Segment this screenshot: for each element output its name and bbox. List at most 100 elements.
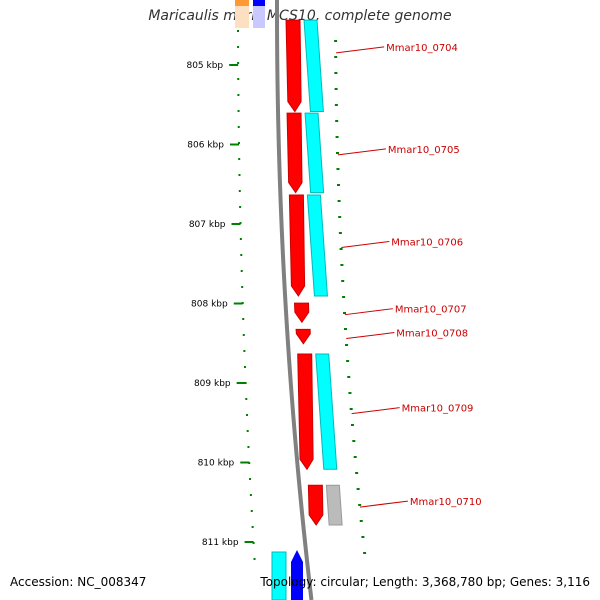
gene-label[interactable]: Mmar10_0706 bbox=[391, 238, 463, 249]
minor-tick bbox=[337, 200, 341, 202]
minor-tick bbox=[344, 328, 348, 330]
minor-tick bbox=[246, 430, 249, 432]
minor-tick bbox=[240, 270, 243, 272]
kbp-tick-label: 805 kbp bbox=[186, 61, 223, 71]
minor-tick bbox=[334, 104, 338, 106]
minor-tick bbox=[348, 392, 352, 394]
gene-cds-arrow bbox=[295, 328, 311, 345]
gene-label-pointer bbox=[344, 308, 393, 316]
minor-tick bbox=[237, 30, 240, 32]
feature-blue-top bbox=[253, 0, 265, 6]
minor-tick bbox=[237, 62, 240, 64]
gene-feature-track bbox=[315, 353, 338, 470]
gene-label-pointer bbox=[337, 148, 386, 156]
minor-tick bbox=[241, 286, 244, 288]
gene-feature-track bbox=[306, 194, 328, 297]
minor-tick bbox=[347, 376, 351, 378]
minor-tick bbox=[245, 414, 248, 416]
gene-cds-arrow bbox=[297, 353, 314, 471]
gene-feature-track bbox=[325, 484, 343, 526]
minor-tick bbox=[237, 46, 240, 48]
gene-labels[interactable]: Mmar10_0704 Mmar10_0705 Mmar10_0706 Mmar10_… bbox=[336, 43, 482, 508]
backbone-line bbox=[274, 0, 314, 600]
minor-tick bbox=[335, 120, 339, 122]
gene-cds-arrow bbox=[293, 302, 310, 324]
minor-tick bbox=[237, 126, 240, 128]
gene-label[interactable]: Mmar10_0705 bbox=[388, 145, 460, 156]
kbp-tick-label: 810 kbp bbox=[198, 459, 235, 469]
gene-cds-arrow bbox=[288, 194, 306, 297]
kbp-tick-label: 809 kbp bbox=[194, 379, 231, 389]
genome-backbone bbox=[274, 0, 314, 600]
minor-tick bbox=[247, 446, 250, 448]
minor-tick bbox=[238, 174, 241, 176]
minor-tick bbox=[345, 344, 349, 346]
minor-tick bbox=[239, 206, 242, 208]
minor-tick bbox=[237, 94, 240, 96]
gene-cds-arrow bbox=[285, 19, 302, 113]
gene-label[interactable]: Mmar10_0704 bbox=[386, 43, 458, 54]
minor-tick bbox=[336, 184, 340, 186]
minor-tick bbox=[253, 558, 256, 560]
gene-label-pointer bbox=[351, 407, 400, 415]
minor-tick bbox=[249, 494, 252, 496]
minor-tick bbox=[334, 56, 338, 58]
gene-label-pointer bbox=[359, 500, 408, 508]
feature-blue-bottom bbox=[291, 550, 303, 600]
minor-tick bbox=[342, 296, 346, 298]
minor-tick bbox=[341, 280, 345, 282]
gene-label[interactable]: Mmar10_0708 bbox=[396, 329, 468, 340]
feature-orange-top bbox=[235, 0, 249, 6]
minor-tick bbox=[336, 168, 340, 170]
minor-tick bbox=[237, 142, 240, 144]
minor-tick bbox=[346, 360, 350, 362]
minor-tick bbox=[239, 238, 242, 240]
map-title: Maricaulis maris MCS10, complete genome bbox=[148, 8, 452, 24]
minor-tick bbox=[343, 312, 347, 314]
kbp-tick-label: 807 kbp bbox=[189, 220, 226, 230]
gene-label-pointer bbox=[346, 332, 395, 340]
gene-feature-track bbox=[304, 112, 325, 194]
feature-blue-shadow bbox=[253, 6, 265, 28]
minor-tick bbox=[243, 350, 246, 352]
gene-label[interactable]: Mmar10_0710 bbox=[410, 497, 482, 508]
minor-tick bbox=[349, 408, 353, 410]
kbp-tick-label: 806 kbp bbox=[187, 141, 224, 151]
minor-tick bbox=[361, 536, 365, 538]
minor-tick bbox=[339, 248, 343, 250]
minor-tick bbox=[245, 398, 248, 400]
gene-label[interactable]: Mmar10_0707 bbox=[395, 305, 467, 316]
minor-tick bbox=[237, 78, 240, 80]
minor-ticks bbox=[237, 30, 367, 560]
minor-tick bbox=[237, 110, 240, 112]
minor-tick bbox=[242, 318, 245, 320]
gene-feature-track bbox=[303, 19, 324, 113]
minor-tick bbox=[238, 190, 241, 192]
genome-summary: Topology: circular; Length: 3,368,780 bp… bbox=[260, 575, 590, 589]
gene-cds-arrow bbox=[286, 112, 303, 194]
minor-tick bbox=[238, 158, 241, 160]
gene-label-pointer bbox=[336, 46, 385, 54]
minor-tick bbox=[243, 366, 246, 368]
kbp-tick-label: 808 kbp bbox=[191, 300, 228, 310]
minor-tick bbox=[350, 424, 354, 426]
minor-tick bbox=[356, 488, 360, 490]
minor-tick bbox=[352, 440, 356, 442]
minor-tick bbox=[363, 552, 367, 554]
kbp-tick-label: 811 kbp bbox=[202, 538, 239, 548]
minor-tick bbox=[335, 136, 339, 138]
minor-tick bbox=[249, 478, 252, 480]
minor-tick bbox=[334, 40, 338, 42]
gene-cds-arrow bbox=[307, 484, 324, 526]
minor-tick bbox=[338, 216, 342, 218]
minor-tick bbox=[340, 264, 344, 266]
feature-orange-shadow bbox=[235, 6, 249, 28]
minor-tick bbox=[250, 510, 253, 512]
minor-tick bbox=[359, 520, 363, 522]
gene-label[interactable]: Mmar10_0709 bbox=[402, 404, 474, 415]
minor-tick bbox=[242, 334, 245, 336]
minor-tick bbox=[338, 232, 342, 234]
minor-tick bbox=[334, 72, 338, 74]
